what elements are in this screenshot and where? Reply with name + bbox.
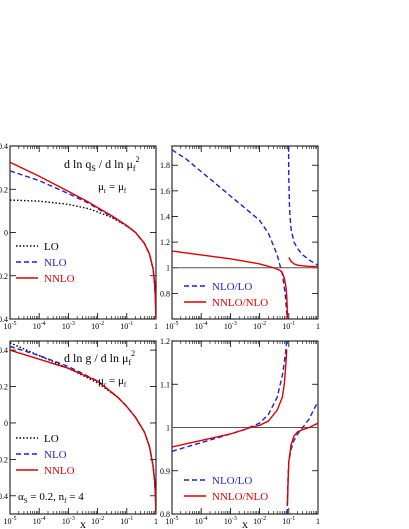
series-nlo-lo (287, 146, 318, 266)
quark-title: d ln qS / d ln μf2 (64, 155, 140, 173)
legend-quark: LO NLO NNLO (16, 241, 75, 285)
y-tick-label: 1 (166, 264, 170, 273)
x-tick-label: 10-2 (253, 516, 266, 526)
y-tick-label: 1.4 (160, 212, 170, 221)
y-tick-label: -0.2 (0, 272, 8, 281)
x-tick-label: 10-5 (166, 516, 179, 526)
y-tick-label: 0.8 (160, 289, 170, 298)
legend-label-nnlo-nlo: NNLO/NLO (212, 297, 268, 309)
y-tick-label: -0.4 (0, 315, 8, 324)
ticks-gluon: 10-5 10-4 10-3 10-2 10-1 1 -0.4 -0.2 0 0.2 0.4 (0, 341, 158, 526)
ticks-quark: 10-5 10-4 10-3 10-2 10-1 1 -0.4 -0.2 0 0.2 0.4 (0, 142, 158, 331)
series-lo (10, 342, 156, 514)
x-tick-label: 10-3 (224, 321, 237, 331)
series-nnlo (10, 161, 156, 319)
x-tick-label: 10-4 (33, 516, 46, 526)
legend-gluon: LO NLO NNLO (16, 433, 75, 477)
gluon-params: αS = 0.2, nf = 4 (18, 491, 84, 505)
legend-label-nnlo-nlo: NNLO/NLO (212, 491, 268, 503)
ticks-gluon-ratio: 10-5 10-4 10-3 10-2 10-1 1 0.8 0.9 1 1.1 1.2 (160, 337, 320, 526)
x-axis-label: x (80, 517, 86, 529)
gluon-title: d ln g / d ln μf2 (64, 349, 135, 367)
curves-gluon-ratio (172, 341, 318, 514)
x-tick-label: 10-1 (282, 516, 295, 526)
series-nlo (10, 170, 156, 319)
curves-gluon (10, 342, 156, 514)
x-tick-label: 10-5 (4, 516, 17, 526)
y-tick-label: 1.2 (160, 238, 170, 247)
x-tick-label: 10-5 (4, 321, 17, 331)
series-nlo-lo (172, 149, 289, 319)
x-tick-label: 1 (154, 517, 158, 526)
y-tick-label: 0.4 (0, 346, 8, 355)
curves-quark-ratio (172, 146, 318, 319)
y-tick-label: -0.2 (0, 455, 8, 464)
y-tick-label: 1.1 (160, 380, 170, 389)
x-tick-label: 10-4 (195, 516, 208, 526)
y-tick-label: 0.8 (160, 510, 170, 519)
plot-frame (9, 340, 157, 515)
y-tick-label: 1.6 (160, 187, 170, 196)
y-tick-label: 0.2 (0, 383, 8, 392)
series-lo (10, 199, 156, 319)
series-nnlo-nlo (288, 257, 318, 268)
x-tick-label: 10-4 (33, 321, 46, 331)
series-nnlo-nlo (172, 250, 289, 319)
legend-label-nlo-lo: NLO/LO (212, 281, 252, 293)
x-tick-label: 10-1 (120, 321, 133, 331)
x-tick-label: 10-3 (62, 321, 75, 331)
legend-label-lo: LO (44, 433, 59, 445)
series-nnlo (10, 349, 156, 514)
x-tick-label: 10-3 (224, 516, 237, 526)
x-tick-label: 10-1 (120, 516, 133, 526)
legend-label-nlo: NLO (44, 257, 67, 269)
x-tick-label: 10-4 (195, 321, 208, 331)
x-axis-label: x (242, 517, 248, 529)
y-tick-label: 0 (4, 229, 8, 238)
x-tick-label: 10-2 (253, 321, 266, 331)
quark-scale-note: μr = μf (98, 181, 127, 195)
series-nnlo-nlo (286, 422, 318, 506)
series-nnlo-nlo (172, 349, 288, 448)
x-tick-label: 10-2 (91, 516, 104, 526)
y-tick-label: 0 (4, 419, 8, 428)
legend-label-nlo-lo: NLO/LO (212, 475, 252, 487)
x-tick-label: 10-1 (282, 321, 295, 331)
x-tick-label: 10-2 (91, 321, 104, 331)
curves-quark (10, 161, 156, 319)
panel-quark: 10-5 10-4 10-3 10-2 10-1 1 -0.4 -0.2 0 0.2 0.4 d l… (0, 142, 158, 331)
x-tick-label: 1 (154, 322, 158, 331)
y-tick-label: 1.2 (160, 337, 170, 346)
panel-quark-ratio: 10-5 10-4 10-3 10-2 10-1 1 0.8 1 1.2 1.4 1.6 1.8 NL… (160, 145, 320, 331)
series-nlo-lo (286, 401, 318, 514)
y-tick-label: 0.4 (0, 142, 8, 151)
x-tick-label: 1 (316, 517, 320, 526)
legend-quark-ratio: NLO/LO NNLO/NLO (184, 281, 268, 309)
y-tick-label: 0.2 (0, 185, 8, 194)
y-tick-label: -0.4 (0, 492, 8, 501)
x-tick-label: 10-3 (62, 516, 75, 526)
panel-gluon: 10-5 10-4 10-3 10-2 10-1 1 -0.4 -0.2 0 0.2 0.4 d l… (0, 340, 158, 529)
x-tick-label: 10-5 (166, 321, 179, 331)
legend-label-nnlo: NNLO (44, 273, 75, 285)
legend-label-lo: LO (44, 241, 59, 253)
ticks-quark-ratio: 10-5 10-4 10-3 10-2 10-1 1 0.8 1 1.2 1.4 1.6 1.8 (160, 146, 320, 331)
legend-gluon-ratio: NLO/LO NNLO/NLO (184, 475, 268, 503)
y-tick-label: 1 (166, 424, 170, 433)
legend-label-nnlo: NNLO (44, 465, 75, 477)
legend-label-nlo: NLO (44, 449, 67, 461)
plot-frame (171, 145, 319, 320)
series-nlo-lo (172, 341, 288, 452)
panel-gluon-ratio: 10-5 10-4 10-3 10-2 10-1 1 0.8 0.9 1 1.1 1.2 NLO/L… (160, 337, 320, 529)
gluon-scale-note: μr = μf (98, 375, 127, 389)
x-tick-label: 1 (316, 322, 320, 331)
y-tick-label: 0.9 (160, 467, 170, 476)
y-tick-label: 1.8 (160, 161, 170, 170)
series-nlo (10, 345, 156, 514)
